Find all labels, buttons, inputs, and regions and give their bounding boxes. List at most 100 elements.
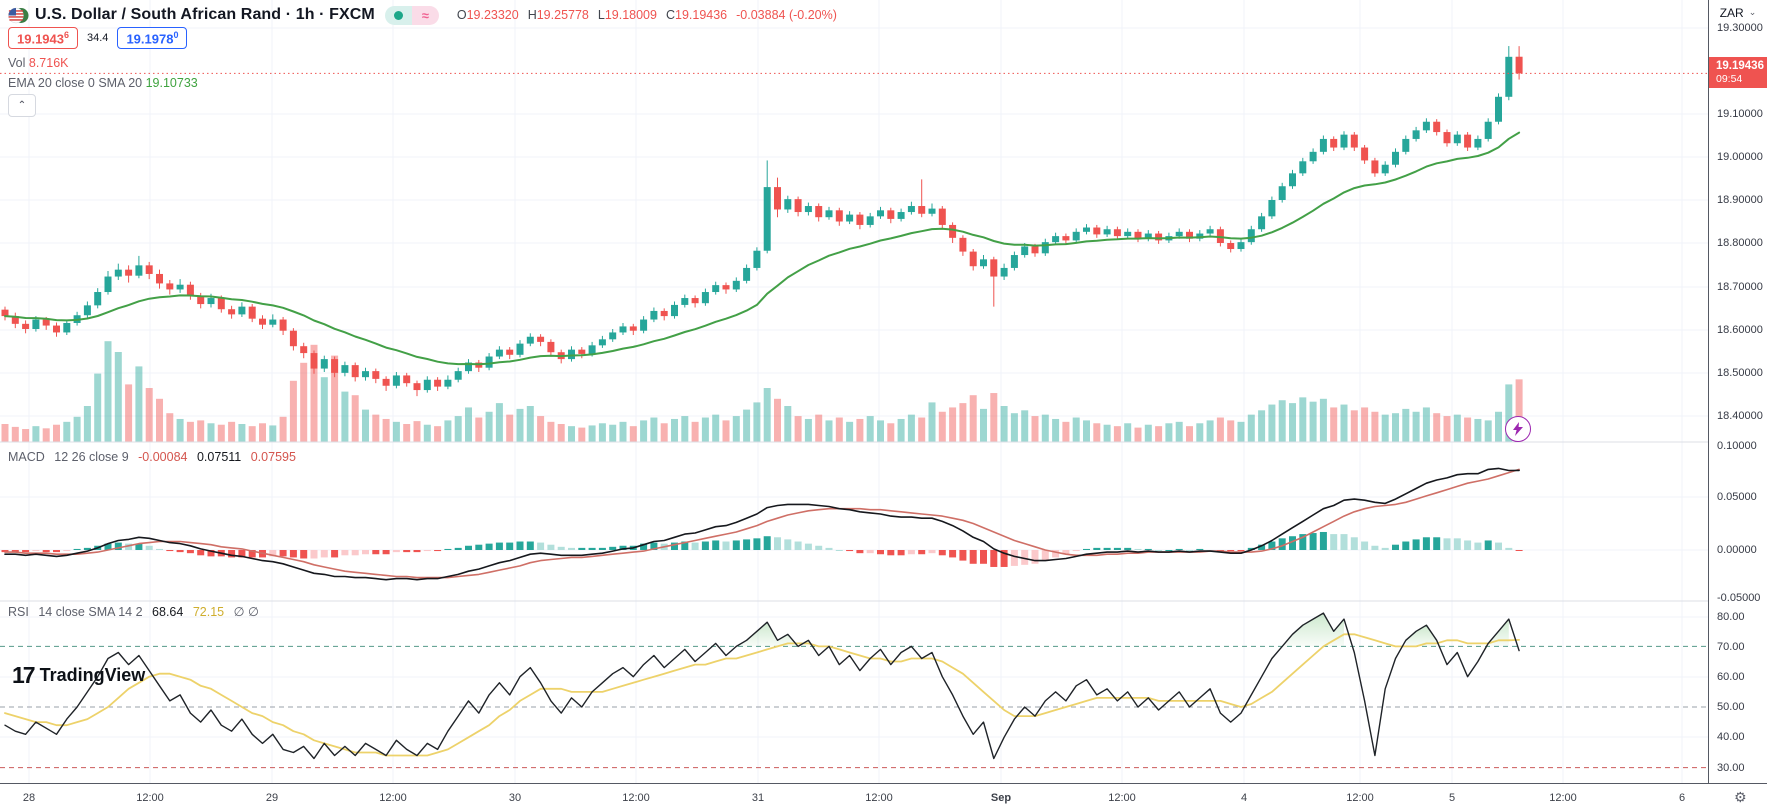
- macd-legend[interactable]: MACD 12 26 close 9 -0.00084 0.07511 0.07…: [8, 450, 296, 464]
- symbol-title[interactable]: U.S. Dollar / South African Rand · 1h · …: [35, 6, 375, 23]
- candle-body: [804, 206, 812, 213]
- candle-body: [1515, 56, 1523, 74]
- candle-body: [1258, 216, 1266, 230]
- candle-body: [784, 199, 792, 210]
- candle-body: [320, 359, 328, 369]
- candle-body: [114, 269, 122, 277]
- rsi-sma-value: 72.15: [192, 605, 225, 619]
- candle-body: [1495, 96, 1502, 122]
- candlestick-series: [1, 46, 1523, 397]
- candle-body: [1124, 231, 1132, 237]
- candle-body: [928, 208, 936, 214]
- candle-body: [846, 214, 854, 222]
- macd-line-value: 0.07511: [196, 450, 242, 464]
- candle-body: [1083, 227, 1090, 232]
- time-axis-label: 29: [265, 792, 279, 804]
- candle-body: [372, 371, 380, 379]
- price-axis-label: 0.05000: [1717, 491, 1757, 503]
- candle-body: [207, 298, 215, 305]
- candle-body: [856, 214, 864, 225]
- currency-pair-flag-icon: [8, 7, 29, 23]
- macd-hist-value: -0.00084: [138, 450, 188, 464]
- candle-body: [794, 199, 802, 213]
- candle-body: [22, 323, 30, 329]
- lightning-icon: [1513, 422, 1523, 436]
- candle-body: [897, 212, 905, 219]
- candle-body: [1453, 134, 1461, 144]
- candle-body: [825, 210, 833, 218]
- candle-body: [228, 309, 236, 315]
- grid-lines: [0, 0, 1708, 783]
- candle-body: [1134, 231, 1142, 239]
- rsi-empty-values: ∅ ∅: [233, 605, 259, 619]
- candle-body: [526, 336, 534, 344]
- candle-body: [382, 378, 390, 386]
- rsi-legend[interactable]: RSI 14 close SMA 14 2 68.64 72.15 ∅ ∅: [8, 605, 259, 619]
- candle-body: [568, 349, 575, 360]
- boost-button[interactable]: [1505, 416, 1531, 442]
- candle-body: [351, 365, 359, 378]
- price-axis-label: 0.10000: [1717, 440, 1757, 452]
- candle-body: [1144, 233, 1152, 239]
- candle-body: [1052, 236, 1060, 243]
- candle-body: [681, 298, 689, 305]
- ema-line: [4, 131, 1521, 366]
- currency-selector[interactable]: ZAR ⌄: [1713, 2, 1763, 23]
- price-axis-label: 19.30000: [1717, 22, 1763, 34]
- time-axis[interactable]: ⚙ 28 12:00 29 12:00 30 12:00 31 12:00 Sep 12:00 4 1…: [0, 783, 1767, 812]
- candle-body: [959, 237, 967, 252]
- market-open-icon: [384, 5, 412, 25]
- candle-body: [53, 325, 60, 333]
- market-status-pill[interactable]: ≈: [384, 5, 439, 25]
- candle-body: [362, 371, 369, 378]
- candle-body: [732, 280, 740, 290]
- candle-body: [423, 379, 431, 391]
- candle-body: [1299, 161, 1307, 174]
- gear-icon[interactable]: ⚙: [1734, 789, 1747, 805]
- price-axis-label: 80.00: [1717, 611, 1745, 623]
- candle-body: [588, 345, 596, 354]
- buy-button[interactable]: 19.19780: [117, 27, 188, 50]
- candle-body: [454, 371, 462, 380]
- tradingview-logo[interactable]: 17 TradingView: [12, 662, 146, 688]
- candle-body: [743, 267, 751, 281]
- price-axis-label: 18.40000: [1717, 410, 1763, 422]
- candle-body: [1402, 138, 1410, 152]
- collapse-panel-button[interactable]: ⌃: [8, 94, 36, 117]
- bar-countdown: 09:54: [1716, 73, 1743, 86]
- candle-body: [166, 283, 174, 290]
- rsi-overbought-fill: [736, 613, 1509, 647]
- time-axis-label: 12:00: [1108, 792, 1136, 804]
- candle-body: [753, 250, 761, 268]
- ma-value: 19.10733: [145, 76, 198, 90]
- time-axis-label: 12:00: [1346, 792, 1374, 804]
- candle-body: [516, 343, 524, 355]
- candle-body: [980, 259, 987, 267]
- ohlc-readout: O19.23320 H19.25778 L19.18009 C19.19436 …: [456, 8, 837, 22]
- delayed-data-icon: ≈: [411, 5, 439, 25]
- time-axis-label: 5: [1448, 792, 1456, 804]
- ma-legend[interactable]: EMA 20 close 0 SMA 20 19.10733: [8, 76, 198, 90]
- candle-body: [341, 365, 349, 373]
- price-axis[interactable]: ZAR ⌄ 19.19436 09:54 19.30000 19.10000 19.…: [1708, 0, 1767, 783]
- sell-button[interactable]: 19.19436: [8, 27, 79, 50]
- volume-legend[interactable]: Vol 8.716K: [8, 56, 69, 70]
- price-axis-label: 50.00: [1717, 701, 1745, 713]
- candle-body: [1062, 236, 1070, 241]
- candle-body: [135, 265, 143, 276]
- candle-body: [1484, 121, 1492, 139]
- candle-body: [1474, 138, 1482, 148]
- candle-body: [1412, 130, 1420, 139]
- time-axis-label: 12:00: [379, 792, 407, 804]
- candle-body: [1309, 151, 1317, 162]
- price-axis-label: 60.00: [1717, 671, 1745, 683]
- candle-body: [1031, 246, 1039, 254]
- candle-body: [42, 319, 50, 326]
- time-axis-label: 12:00: [865, 792, 893, 804]
- candle-body: [1072, 231, 1080, 241]
- candle-body: [1206, 229, 1214, 234]
- candle-body: [1371, 160, 1379, 174]
- volume-value: 8.716K: [28, 56, 69, 70]
- candle-body: [949, 224, 957, 238]
